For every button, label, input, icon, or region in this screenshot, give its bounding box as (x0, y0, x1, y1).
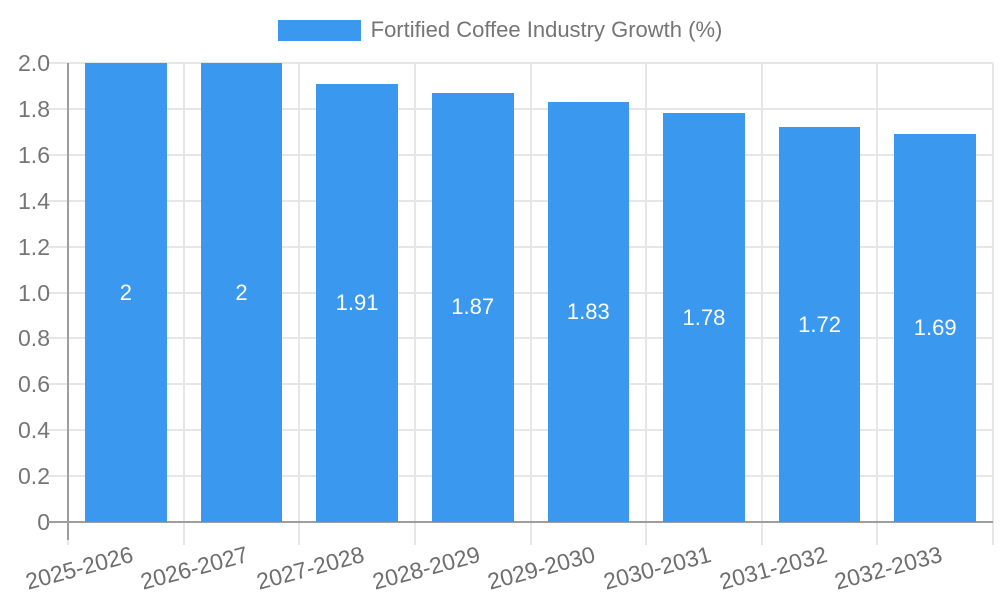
y-axis-line (67, 63, 69, 540)
gridline-x (992, 63, 994, 545)
gridline-x (182, 63, 185, 545)
bar (778, 127, 861, 522)
gridline-y (48, 291, 993, 294)
bar (85, 63, 167, 522)
y-tick-label: 0.2 (18, 463, 50, 490)
bar-value-label: 2 (119, 279, 132, 305)
bar-value-label: 1.69 (913, 315, 957, 341)
gridline-y (48, 475, 993, 478)
bar-value-label: 1.78 (682, 304, 726, 330)
y-tick-label: 1.0 (18, 279, 50, 306)
bar (894, 134, 976, 522)
gridline-y (48, 199, 993, 202)
y-tick-label: 0 (37, 509, 50, 535)
y-tick-label: 0.8 (18, 325, 50, 352)
bar (663, 113, 745, 522)
gridline-y (48, 62, 993, 64)
bar (200, 63, 283, 522)
bar-value-label: 1.72 (798, 311, 841, 337)
gridline-y (48, 107, 993, 110)
gridline-x (298, 63, 301, 545)
gridline-x (876, 63, 879, 545)
legend-label: Fortified Coffee Industry Growth (%) (370, 17, 723, 42)
bar (316, 83, 398, 522)
y-tick-label: 1.6 (18, 141, 50, 168)
y-tick-label: 2.0 (18, 50, 50, 76)
gridline-x (413, 63, 416, 545)
legend-swatch (277, 19, 361, 41)
gridline-y (48, 153, 993, 156)
chart-legend: Fortified Coffee Industry Growth (%) (0, 16, 1000, 44)
y-tick-label: 1.2 (18, 233, 50, 260)
bar-value-label: 2 (235, 279, 248, 305)
y-tick-label: 0.4 (18, 417, 50, 444)
bar (547, 102, 630, 522)
gridline-x (760, 63, 763, 545)
gridline-y (48, 337, 993, 340)
y-tick-label: 1.4 (18, 187, 50, 214)
bar-value-label: 1.87 (451, 294, 495, 320)
gridline-y (48, 383, 993, 386)
gridline-x (529, 63, 532, 545)
gridline-y (48, 429, 993, 432)
x-axis-line (48, 521, 993, 523)
gridline-x (645, 63, 648, 545)
bar (431, 92, 514, 522)
y-tick-label: 0.6 (18, 371, 50, 398)
y-tick-label: 1.8 (18, 95, 50, 122)
bar-value-label: 1.83 (566, 299, 610, 324)
gridline-y (48, 245, 993, 248)
bar-value-label: 1.91 (335, 289, 379, 315)
